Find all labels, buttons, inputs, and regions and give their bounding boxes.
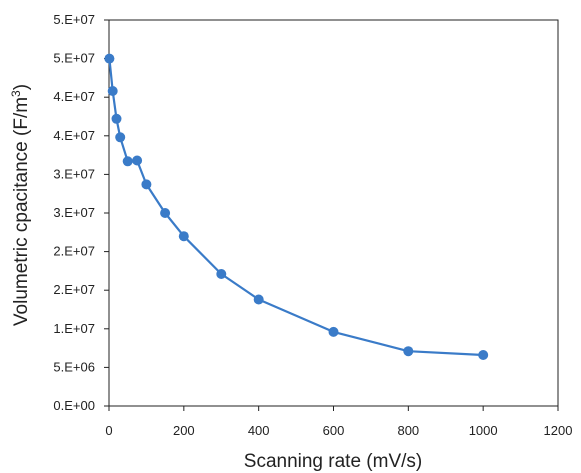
data-point	[178, 231, 189, 242]
y-axis-title-superscript: 3	[9, 90, 23, 97]
x-tick-label: 1000	[469, 423, 498, 438]
y-axis-title: Volumetric cpacitance (F/m3)	[9, 84, 32, 326]
y-tick-label: 1.E+07	[53, 321, 95, 336]
plot-frame	[108, 19, 559, 407]
y-tick-label: 3.E+07	[53, 205, 95, 220]
y-tick-label: 4.E+07	[53, 128, 95, 143]
y-tick-label: 4.E+07	[53, 89, 95, 104]
y-tick-label: 0.E+00	[53, 398, 95, 413]
data-point	[160, 208, 171, 218]
data-point	[111, 113, 122, 124]
data-point	[104, 53, 115, 64]
data-point	[122, 156, 133, 167]
series-layer	[104, 53, 489, 360]
y-tick-label: 5.E+07	[53, 51, 95, 66]
data-point	[132, 155, 143, 166]
x-tick-label: 200	[173, 423, 195, 438]
data-point	[328, 326, 339, 337]
y-axis-ticks: 0.E+00 5.E+06 1.E+07 2.E+07 2.E+07 3.E+07 3.E+…	[53, 12, 109, 413]
x-tick-label: 400	[248, 423, 270, 438]
data-point	[253, 294, 264, 305]
y-tick-label: 2.E+07	[53, 282, 95, 297]
y-tick-label: 2.E+07	[53, 244, 95, 259]
y-tick-label: 3.E+07	[53, 166, 95, 181]
x-axis-title: Scanning rate (mV/s)	[244, 451, 422, 472]
y-tick-label: 5.E+06	[53, 359, 95, 374]
x-axis-ticks: 0 200 400 600 800 1000 1200	[105, 406, 572, 438]
x-tick-label: 1200	[544, 423, 573, 438]
data-point	[403, 346, 414, 357]
data-point	[216, 269, 227, 279]
series-line	[108, 58, 484, 357]
data-point	[115, 132, 126, 143]
y-axis-title-main: Volumetric cpacitance (F/m	[11, 97, 32, 326]
y-axis-title-end: )	[11, 84, 32, 90]
x-tick-label: 600	[323, 423, 345, 438]
x-tick-label: 800	[397, 423, 419, 438]
data-point	[141, 179, 152, 190]
data-point	[107, 86, 118, 96]
y-tick-label: 5.E+07	[53, 12, 95, 27]
x-tick-label: 0	[105, 423, 112, 438]
data-point	[478, 350, 489, 360]
